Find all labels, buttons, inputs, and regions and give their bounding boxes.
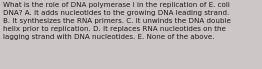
- Text: What is the role of DNA polymerase I in the replication of E. coli
DNA? A. It ad: What is the role of DNA polymerase I in …: [3, 2, 231, 40]
